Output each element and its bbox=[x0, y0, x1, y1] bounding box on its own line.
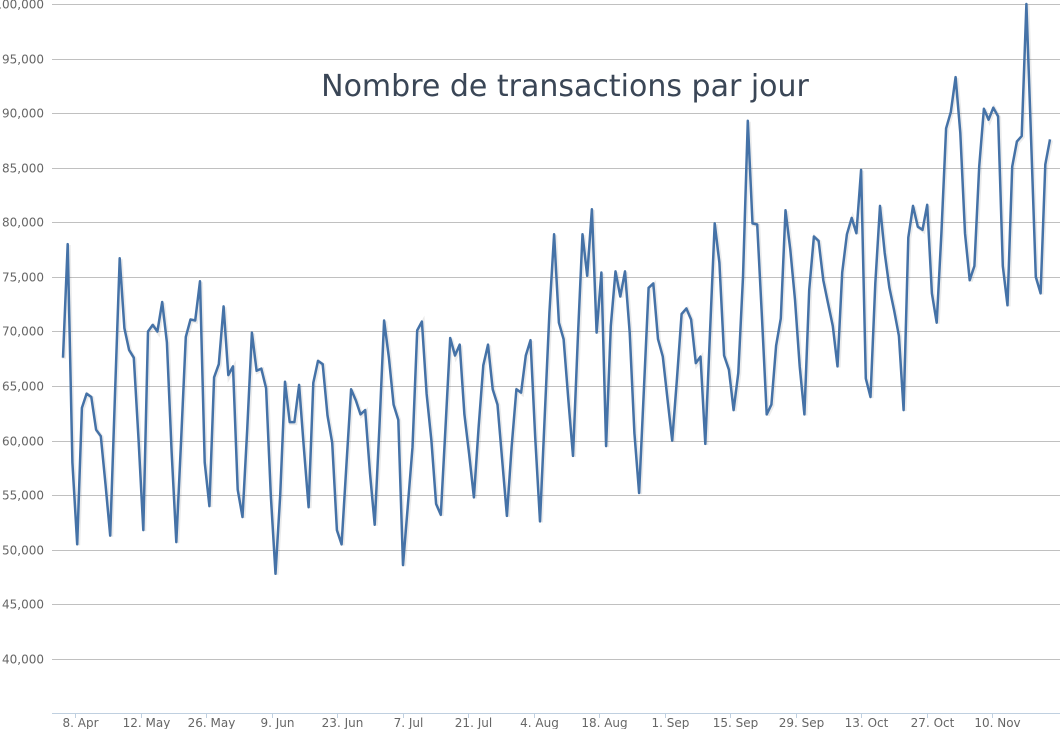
y-axis: 40,000 45,000 50,000 55,000 60,000 65,000 70,0… bbox=[0, 0, 44, 667]
y-tick-label: 100,000 bbox=[0, 0, 44, 12]
x-tick-label: 18. Aug bbox=[581, 716, 627, 729]
y-tick-label: 40,000 bbox=[2, 653, 44, 667]
x-tick-label: 1. Sep bbox=[652, 716, 690, 729]
y-tick-label: 45,000 bbox=[2, 598, 44, 612]
x-axis: 8. Apr 12. May 26. May 9. Jun 23. Jun 7. Jul 2… bbox=[62, 713, 1021, 729]
x-tick-label: 8. Apr bbox=[62, 716, 98, 729]
y-tick-label: 90,000 bbox=[2, 107, 44, 121]
x-tick-label: 27. Oct bbox=[911, 716, 955, 729]
y-tick-label: 80,000 bbox=[2, 216, 44, 230]
y-tick-label: 60,000 bbox=[2, 435, 44, 449]
x-tick-label: 15. Sep bbox=[713, 716, 759, 729]
chart-title: Nombre de transactions par jour bbox=[321, 69, 809, 104]
y-tick-label: 85,000 bbox=[2, 162, 44, 176]
series-transactions bbox=[61, 2, 1053, 576]
series-line bbox=[61, 2, 1052, 576]
x-tick-label: 13. Oct bbox=[845, 716, 889, 729]
x-tick-label: 12. May bbox=[123, 716, 171, 729]
x-tick-label: 21. Jul bbox=[455, 716, 492, 729]
x-tick-label: 4. Aug bbox=[520, 716, 559, 729]
x-tick-label: 29. Sep bbox=[779, 716, 825, 729]
x-tick-label: 10. Nov bbox=[974, 716, 1020, 729]
y-tick-label: 70,000 bbox=[2, 325, 44, 339]
y-tick-label: 55,000 bbox=[2, 489, 44, 503]
y-tick-label: 50,000 bbox=[2, 544, 44, 558]
x-tick-label: 26. May bbox=[188, 716, 236, 729]
y-tick-label: 75,000 bbox=[2, 271, 44, 285]
x-tick-label: 9. Jun bbox=[260, 716, 294, 729]
x-tick-label: 23. Jun bbox=[322, 716, 364, 729]
y-tick-label: 95,000 bbox=[2, 53, 44, 67]
x-tick-label: 7. Jul bbox=[394, 716, 424, 729]
y-tick-label: 65,000 bbox=[2, 380, 44, 394]
gridlines bbox=[52, 4, 1060, 660]
